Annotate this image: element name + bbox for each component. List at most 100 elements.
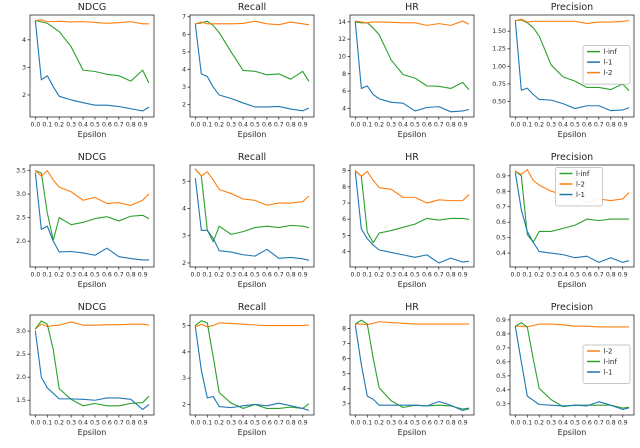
x-tick-label: 0.4	[398, 272, 408, 279]
chart-title: Precision	[551, 152, 593, 163]
x-tick-label: 0.5	[570, 272, 580, 279]
plot-area	[189, 164, 315, 268]
y-tick-label: 8	[342, 184, 346, 191]
x-tick-label: 0.7	[594, 272, 604, 279]
y-tick-label: 6	[182, 31, 186, 38]
series-line-l-1	[354, 22, 470, 113]
x-tick-label: 0.6	[262, 122, 272, 129]
x-tick-label: 0.0	[510, 420, 520, 427]
x-tick-label: 0.4	[78, 122, 88, 129]
plot-area	[349, 164, 475, 268]
legend-box	[582, 344, 631, 384]
chart-ndcg-row2: NDCG 2.0 2.5 3.0 3.5 0.0 0.1 0.2 0.3 0.4 0.5 0.6 0.7…	[16, 152, 155, 289]
series-line-l-2	[34, 19, 150, 25]
series-line-l-2	[354, 20, 470, 26]
x-tick-label: 0.1	[202, 122, 212, 129]
series-line-l-1	[34, 172, 150, 261]
x-tick-label: 0.5	[410, 420, 420, 427]
plot-area	[349, 14, 475, 118]
x-tick-label: 0.3	[226, 420, 236, 427]
x-tick-label: 0.3	[386, 122, 396, 129]
legend-label-l-1: l-1	[604, 369, 613, 377]
y-tick-label: 6	[342, 356, 346, 363]
x-tick-label: 0.4	[238, 272, 248, 279]
legend-label-l-inf: l-inf	[604, 358, 618, 366]
x-tick-label: 0.2	[214, 420, 224, 427]
y-tick-label: 6	[342, 216, 346, 223]
x-tick-label: 0.4	[78, 420, 88, 427]
x-tick-label: 0.8	[286, 272, 296, 279]
y-tick-label: 0.50	[492, 99, 506, 106]
legend-label-l-inf: l-inf	[576, 170, 590, 178]
x-tick-label: 0.4	[238, 420, 248, 427]
chart-cell-hr-row2: HR 4 5 6 7 8 9 0.0 0.1 0.2 0.3 0.4 0.5 0.6 0.7 0.8 0.9 Ep…	[320, 150, 480, 300]
x-tick-label: 0.2	[534, 420, 544, 427]
x-tick-label: 0.9	[138, 272, 148, 279]
x-tick-label: 0.1	[202, 420, 212, 427]
x-tick-label: 0.9	[298, 272, 308, 279]
x-tick-label: 0.6	[262, 420, 272, 427]
series-line-l-1	[354, 324, 470, 412]
x-tick-label: 0.8	[446, 122, 456, 129]
y-tick-label: 0.5	[496, 373, 506, 380]
x-tick-label: 0.6	[582, 272, 592, 279]
chart-title: HR	[405, 302, 419, 313]
x-tick-label: 0.8	[606, 272, 616, 279]
x-tick-label: 0.1	[362, 272, 372, 279]
y-tick-label: 0.6	[496, 219, 506, 226]
chart-recall-row2: Recall 2 3 4 5 0.0 0.1 0.2 0.3 0.4 0.5 0.6 0.7 0.8 0.9…	[182, 152, 315, 289]
series-line-l-inf	[34, 170, 150, 241]
x-tick-label: 0.9	[138, 122, 148, 129]
chart-cell-recall-row2: Recall 2 3 4 5 0.0 0.1 0.2 0.3 0.4 0.5 0.6 0.7 0.8 0.9…	[160, 150, 320, 300]
x-tick-label: 0.0	[350, 420, 360, 427]
x-tick-label: 0.0	[350, 272, 360, 279]
y-tick-label: 4	[342, 105, 346, 112]
x-tick-label: 0.1	[362, 122, 372, 129]
y-tick-label: 4	[342, 386, 346, 393]
x-tick-label: 0.7	[114, 122, 124, 129]
x-tick-label: 0.1	[42, 122, 52, 129]
x-tick-label: 0.4	[398, 420, 408, 427]
x-tick-label: 0.0	[350, 122, 360, 129]
series-line-l-inf	[354, 319, 470, 410]
y-tick-label: 12	[338, 36, 346, 43]
series-line-l-1	[34, 330, 150, 411]
x-tick-label: 0.2	[374, 272, 384, 279]
x-tick-label: 0.9	[138, 420, 148, 427]
x-tick-label: 0.6	[102, 420, 112, 427]
x-tick-label: 0.7	[274, 272, 284, 279]
series-line-l-2	[514, 18, 630, 24]
x-tick-label: 0.5	[410, 122, 420, 129]
x-tick-label: 0.8	[446, 420, 456, 427]
x-tick-label: 0.7	[114, 272, 124, 279]
x-tick-label: 0.8	[126, 122, 136, 129]
chart-hr-row1: HR 4 6 8 10 12 14 0.0 0.1 0.2 0.3 0.4 0.5 0.6 0.7 0.8 0.…	[338, 2, 475, 139]
y-tick-label: 5	[342, 371, 346, 378]
y-tick-label: 4	[182, 349, 186, 356]
y-tick-label: 0.4	[496, 387, 506, 394]
x-tick-label: 0.7	[594, 122, 604, 129]
x-tick-label: 0.2	[54, 420, 64, 427]
chart-recall-row3: Recall 2 3 4 5 0.0 0.1 0.2 0.3 0.4 0.5 0.6 0.7 0.8 0.9…	[182, 302, 315, 437]
chart-cell-hr-row3: HR 3 4 5 6 7 8 0.0 0.1 0.2 0.3 0.4 0.5 0.6 0.7 0.8 0.9 Ep…	[320, 300, 480, 448]
x-axis-label: Epsilon	[398, 280, 427, 289]
chart-cell-recall-row3: Recall 2 3 4 5 0.0 0.1 0.2 0.3 0.4 0.5 0.6 0.7 0.8 0.9…	[160, 300, 320, 448]
legend-box	[582, 45, 631, 85]
y-tick-label: 2.0	[16, 238, 26, 245]
y-tick-label: 3.0	[16, 328, 26, 335]
x-tick-label: 0.0	[190, 420, 200, 427]
x-tick-label: 0.0	[30, 272, 40, 279]
x-tick-label: 0.6	[582, 122, 592, 129]
x-tick-label: 0.3	[386, 272, 396, 279]
series-line-l-2	[194, 20, 310, 26]
y-tick-label: 2.5	[16, 215, 26, 222]
x-tick-label: 0.2	[534, 122, 544, 129]
series-line-l-inf	[194, 20, 310, 82]
y-tick-label: 1.50	[492, 28, 506, 35]
series-line-l-2	[194, 322, 310, 328]
series-line-l-inf	[194, 320, 310, 409]
y-tick-label: 5	[342, 232, 346, 239]
y-tick-label: 0.3	[496, 401, 506, 408]
series-line-l-1	[514, 20, 630, 112]
